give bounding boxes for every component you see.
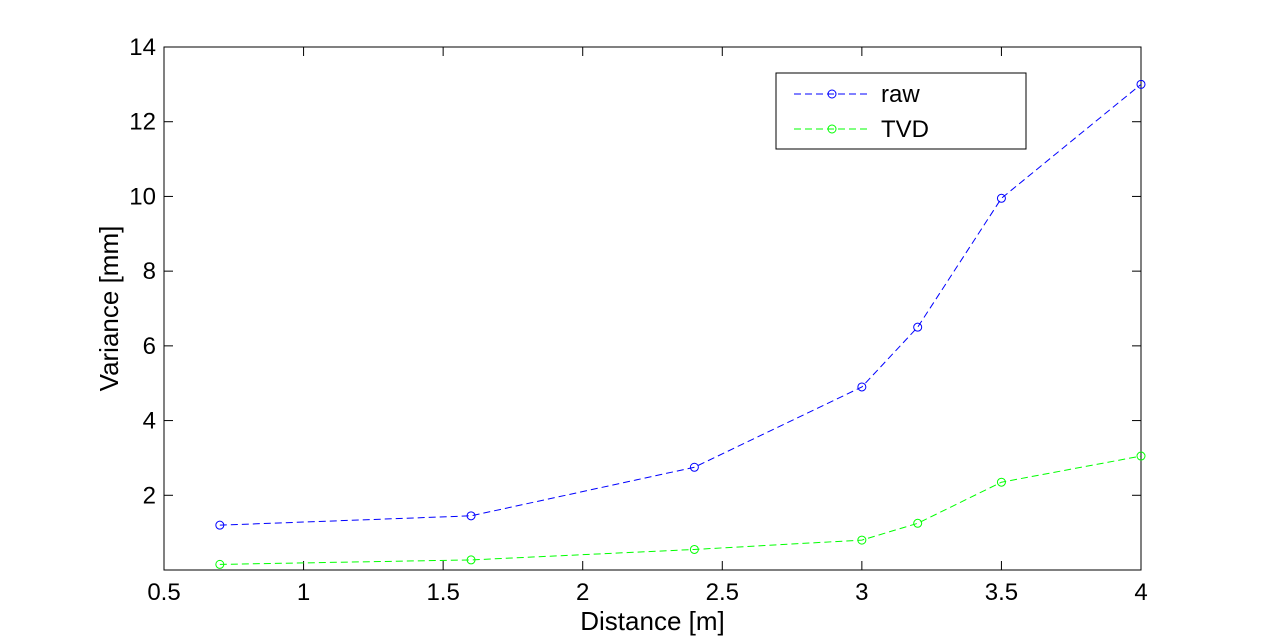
data-point bbox=[689, 544, 699, 554]
y-axis-label: Variance [mm] bbox=[94, 226, 124, 392]
y-tick-label: 4 bbox=[143, 408, 156, 435]
legend-entry-raw: raw bbox=[794, 81, 920, 108]
data-point bbox=[913, 518, 923, 528]
data-point bbox=[857, 382, 867, 392]
x-tick-label: 0.5 bbox=[147, 579, 180, 606]
data-point bbox=[689, 462, 699, 472]
data-point bbox=[913, 322, 923, 332]
data-point bbox=[857, 535, 867, 545]
legend-marker bbox=[827, 89, 837, 99]
legend-box bbox=[775, 72, 1027, 150]
data-point bbox=[215, 520, 225, 530]
legend-entries: raw TVD bbox=[794, 81, 929, 143]
series-tvd bbox=[215, 451, 1146, 569]
data-point bbox=[466, 555, 476, 565]
data-point bbox=[996, 477, 1006, 487]
x-tick-label: 3.5 bbox=[985, 579, 1018, 606]
series-line bbox=[219, 83, 1142, 526]
data-point bbox=[1136, 79, 1146, 89]
y-tick-label: 6 bbox=[143, 333, 156, 360]
legend-entry-tvd: TVD bbox=[794, 116, 929, 143]
y-tick-label: 12 bbox=[129, 109, 156, 136]
y-tick-label: 8 bbox=[143, 258, 156, 285]
x-axis-ticks: 0.5 1 1.5 2 2.5 3 3.5 4 bbox=[147, 47, 1148, 606]
data-point bbox=[996, 193, 1006, 203]
x-tick-label: 1.5 bbox=[426, 579, 459, 606]
x-tick-label: 3 bbox=[855, 579, 868, 606]
legend-marker bbox=[827, 124, 837, 134]
x-tick-label: 2 bbox=[576, 579, 589, 606]
legend-label: raw bbox=[881, 81, 920, 108]
data-point bbox=[215, 559, 225, 569]
x-tick-label: 1 bbox=[297, 579, 310, 606]
series-raw bbox=[215, 79, 1146, 530]
x-tick-label: 2.5 bbox=[706, 579, 739, 606]
y-tick-label: 2 bbox=[143, 482, 156, 509]
data-point bbox=[1136, 451, 1146, 461]
series-line bbox=[219, 455, 1142, 565]
legend: raw TVD bbox=[775, 72, 1027, 150]
series-layer bbox=[215, 79, 1146, 569]
x-tick-label: 4 bbox=[1134, 579, 1147, 606]
y-axis-ticks: 2 4 6 8 10 12 14 bbox=[129, 34, 1141, 509]
y-tick-label: 14 bbox=[129, 34, 156, 61]
legend-label: TVD bbox=[881, 116, 929, 143]
x-axis-label: Distance [m] bbox=[580, 606, 725, 636]
data-point bbox=[466, 511, 476, 521]
y-tick-label: 10 bbox=[129, 183, 156, 210]
